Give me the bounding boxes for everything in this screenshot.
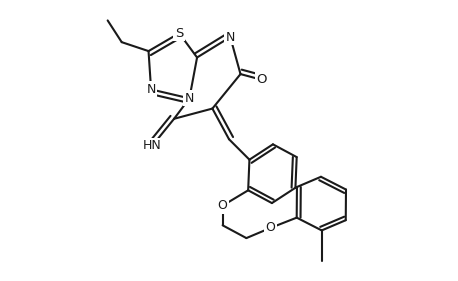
Text: S: S [175, 27, 183, 40]
Text: O: O [266, 221, 276, 234]
Text: N: N [185, 92, 194, 105]
Text: O: O [218, 199, 228, 212]
Text: N: N [147, 83, 156, 96]
Text: O: O [256, 73, 267, 86]
Text: HN: HN [143, 139, 162, 152]
Text: N: N [226, 31, 235, 44]
